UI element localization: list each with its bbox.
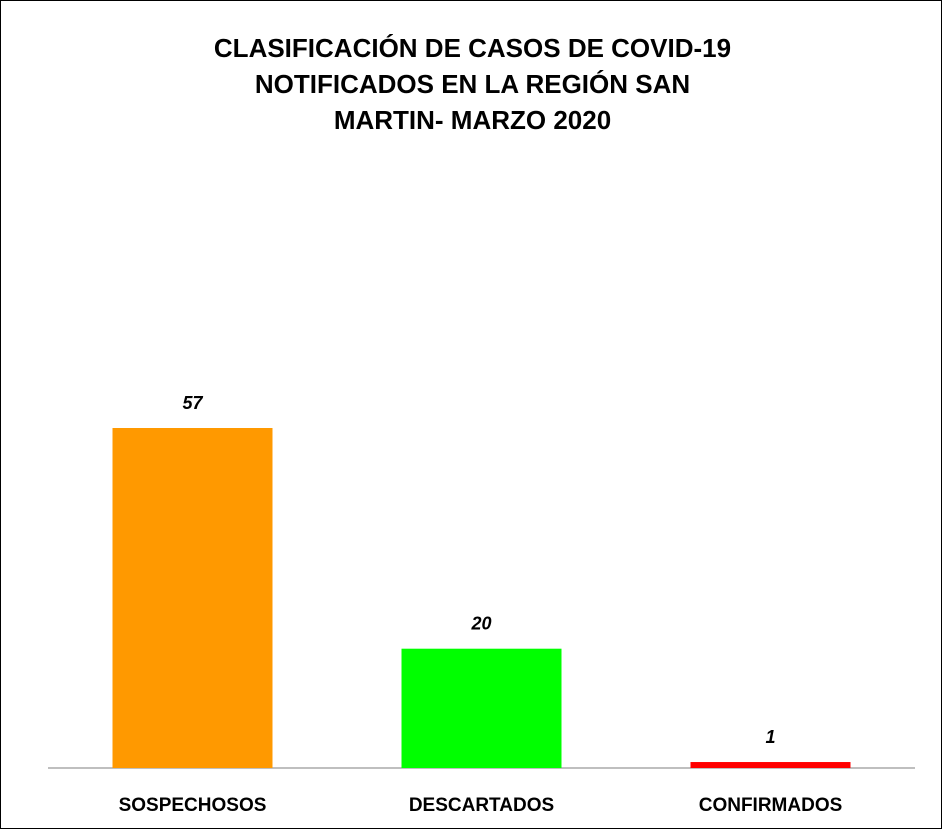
bar	[690, 762, 851, 768]
x-tick-label: SOSPECHOSOS	[119, 795, 267, 816]
chart-title: CLASIFICACIÓN DE CASOS DE COVID-19 NOTIF…	[213, 33, 732, 135]
bar	[401, 648, 562, 768]
value-label: 20	[470, 613, 491, 633]
value-label: 57	[182, 393, 203, 413]
bar	[112, 428, 273, 768]
x-tick-label: DESCARTADOS	[409, 795, 554, 816]
x-tick-label: CONFIRMADOS	[699, 795, 843, 816]
value-label: 1	[765, 727, 775, 747]
